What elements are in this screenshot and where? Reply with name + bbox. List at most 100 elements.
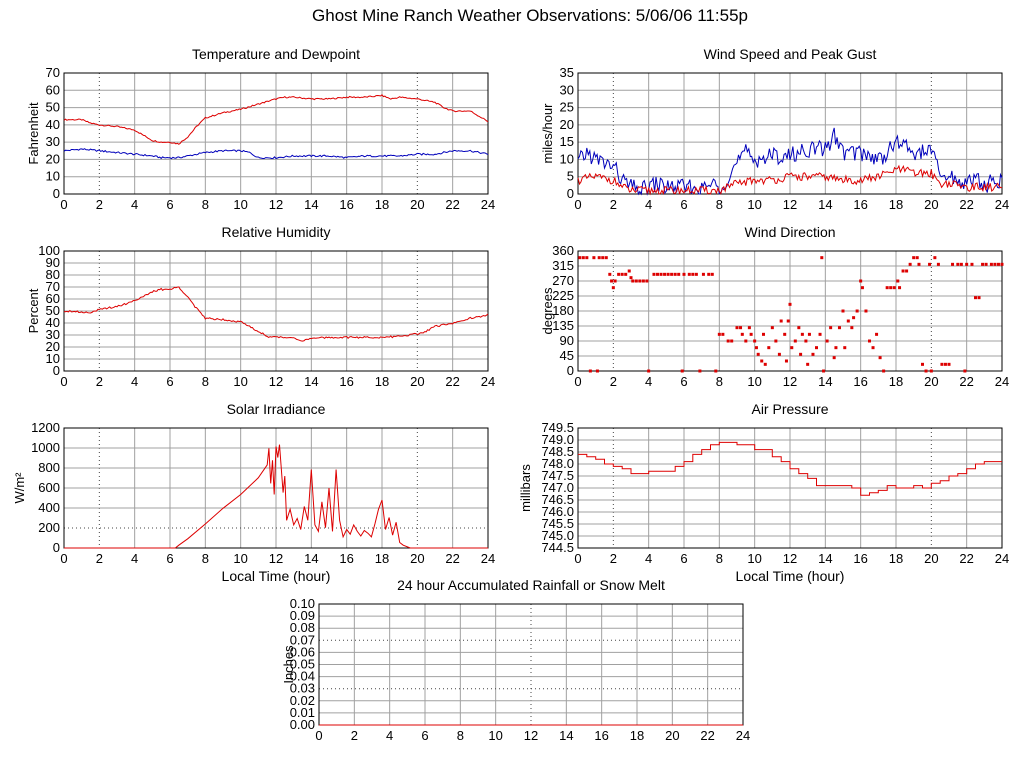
solar-ytick: 1000 [31, 440, 60, 455]
wind-direction-point [620, 272, 624, 276]
wind-direction-point [804, 339, 808, 343]
wind-direction-point [832, 356, 836, 360]
wind-direction-point [627, 269, 631, 273]
humidity-xtick: 12 [269, 374, 283, 389]
rainfall-ylabel: Inches [281, 645, 296, 684]
wind-speed-xtick: 18 [889, 197, 903, 212]
wind-direction-point [981, 262, 985, 266]
wind-direction-point [779, 319, 783, 323]
wind-direction-point [613, 279, 617, 283]
wind-direction-point [682, 272, 686, 276]
solar-ytick: 400 [38, 500, 60, 515]
solar-xtick: 12 [269, 551, 283, 566]
wind-direction-point [885, 286, 889, 290]
wind-direction-point [797, 326, 801, 330]
wind-direction-point [864, 309, 868, 313]
humidity-ytick: 40 [46, 315, 60, 330]
wind-direction-point [807, 332, 811, 336]
humidity-xtick: 6 [166, 374, 173, 389]
solar-ytick: 600 [38, 480, 60, 495]
solar-xtick: 0 [60, 551, 67, 566]
wind-direction-xtick: 14 [818, 374, 832, 389]
rainfall-ytick: 0.00 [290, 717, 315, 732]
solar-ytick: 200 [38, 520, 60, 535]
rainfall-xtick: 10 [488, 728, 502, 743]
temperature-xtick: 22 [445, 197, 459, 212]
humidity-ylabel: Percent [26, 288, 41, 333]
temperature-ytick: 70 [46, 65, 60, 80]
wind-direction-point [846, 319, 850, 323]
wind-direction-point [818, 332, 822, 336]
wind-direction-point [585, 256, 589, 260]
wind-direction-point [901, 269, 905, 273]
wind-speed-xtick: 16 [853, 197, 867, 212]
rainfall-xtick: 4 [386, 728, 393, 743]
wind-direction-point [793, 339, 797, 343]
pressure-ytick: 748.0 [541, 456, 574, 471]
wind-direction-point [860, 286, 864, 290]
rainfall-xtick: 22 [700, 728, 714, 743]
pressure-xtick: 20 [924, 551, 938, 566]
wind-direction-point [989, 262, 993, 266]
wind-direction-point [825, 339, 829, 343]
wind-direction-point [610, 279, 614, 283]
wind-direction-point [747, 326, 751, 330]
wind-direction-point [777, 352, 781, 356]
pressure-xtick: 14 [818, 551, 832, 566]
wind-direction-point [928, 262, 932, 266]
pressure-xtick: 16 [853, 551, 867, 566]
temperature-xtick: 14 [304, 197, 318, 212]
rainfall-xtick: 2 [351, 728, 358, 743]
humidity-xtick: 4 [131, 374, 138, 389]
wind-direction-point [721, 332, 725, 336]
wind-speed-xtick: 6 [680, 197, 687, 212]
wind-direction-point [834, 346, 838, 350]
wind-direction-point [714, 369, 718, 373]
solar-ytick: 1200 [31, 420, 60, 435]
temperature-ytick: 60 [46, 82, 60, 97]
wind-direction-point [638, 279, 642, 283]
wind-direction-point [588, 369, 592, 373]
temperature-xtick: 12 [269, 197, 283, 212]
humidity-title: Relative Humidity [222, 224, 331, 240]
solar-xtick: 16 [339, 551, 353, 566]
wind-direction-point [659, 272, 663, 276]
pressure-series-1 [578, 441, 1002, 496]
wind-direction-xtick: 18 [889, 374, 903, 389]
wind-direction-point [859, 279, 863, 283]
rainfall-ytick: 0.06 [290, 644, 315, 659]
wind-speed-ytick: 20 [560, 117, 574, 132]
wind-direction-point [767, 346, 771, 350]
wind-direction-point [965, 262, 969, 266]
wind-direction-xtick: 8 [716, 374, 723, 389]
pressure-ytick: 746.5 [541, 492, 574, 507]
solar-xtick: 14 [304, 551, 318, 566]
temperature-ytick: 20 [46, 151, 60, 166]
wind-direction-point [617, 272, 621, 276]
temperature-xtick: 8 [202, 197, 209, 212]
wind-direction-point [756, 352, 760, 356]
wind-direction-point [924, 369, 928, 373]
rainfall-xtick: 8 [457, 728, 464, 743]
pressure-xtick: 10 [747, 551, 761, 566]
pressure-xtick: 0 [574, 551, 581, 566]
pressure-xtick: 24 [995, 551, 1009, 566]
wind-direction-point [852, 316, 856, 320]
wind-direction-point [647, 369, 651, 373]
rainfall-ytick: 0.02 [290, 693, 315, 708]
wind-direction-point [601, 256, 605, 260]
rainfall-xtick: 18 [630, 728, 644, 743]
temperature-xtick: 10 [233, 197, 247, 212]
wind-direction-point [841, 309, 845, 313]
wind-direction-point [822, 369, 826, 373]
humidity-xtick: 14 [304, 374, 318, 389]
wind-direction-point [624, 272, 628, 276]
pressure-xtick: 6 [680, 551, 687, 566]
temperature-xtick: 2 [96, 197, 103, 212]
wind-direction-point [956, 262, 960, 266]
wind-direction-point [790, 346, 794, 350]
wind-direction-point [820, 256, 824, 260]
wind-direction-point [800, 332, 804, 336]
humidity-xtick: 24 [481, 374, 495, 389]
humidity-xtick: 2 [96, 374, 103, 389]
